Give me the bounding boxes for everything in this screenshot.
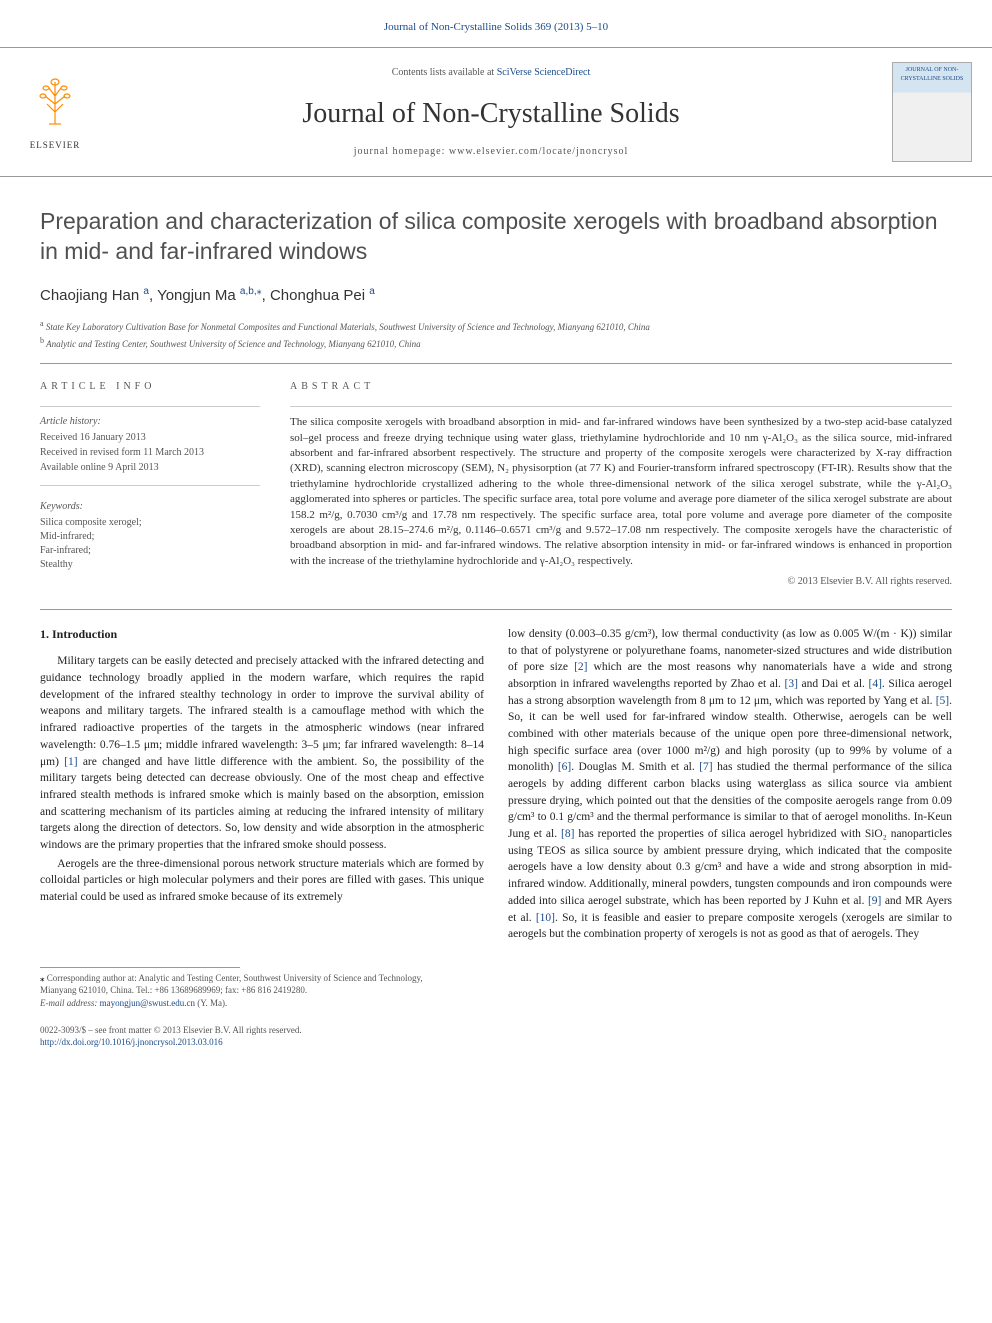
header-journal-ref: Journal of Non-Crystalline Solids 369 (2…	[0, 0, 992, 47]
aff-a-text: State Key Laboratory Cultivation Base fo…	[46, 322, 650, 332]
history-online: Available online 9 April 2013	[40, 461, 260, 475]
article-title: Preparation and characterization of sili…	[0, 177, 992, 277]
author-2[interactable]: Yongjun Ma	[157, 287, 236, 304]
journal-banner: ELSEVIER Contents lists available at Sci…	[0, 47, 992, 177]
corresponding-star-icon[interactable]: ⁎	[257, 286, 262, 297]
info-abstract-row: article info Article history: Received 1…	[0, 364, 992, 609]
journal-cover-thumbnail[interactable]: JOURNAL OF NON-CRYSTALLINE SOLIDS	[892, 62, 972, 162]
p3-c: and Dai et al.	[798, 678, 869, 690]
keyword-2: Mid-infrared;	[40, 530, 260, 544]
p1-a: Military targets can be easily detected …	[40, 655, 484, 767]
author-3-aff: a	[369, 286, 375, 297]
footnote-star-icon: ⁎	[40, 973, 47, 983]
affiliations: a State Key Laboratory Cultivation Base …	[0, 314, 992, 363]
ref-8[interactable]: [8]	[561, 828, 574, 840]
info-rule	[40, 406, 260, 407]
ref-3[interactable]: [3]	[785, 678, 798, 690]
contents-prefix: Contents lists available at	[392, 67, 497, 78]
corresponding-footnote: ⁎ Corresponding author at: Analytic and …	[0, 968, 480, 1010]
abstract-column: abstract The silica composite xerogels w…	[290, 380, 952, 589]
journal-homepage[interactable]: journal homepage: www.elsevier.com/locat…	[90, 145, 892, 159]
affiliation-a: a State Key Laboratory Cultivation Base …	[40, 318, 952, 335]
aff-b-text: Analytic and Testing Center, Southwest U…	[46, 339, 421, 349]
intro-p2: Aerogels are the three-dimensional porou…	[40, 856, 484, 906]
ref-9[interactable]: [9]	[868, 895, 881, 907]
body-col-left: 1. Introduction Military targets can be …	[40, 626, 484, 945]
body-columns: 1. Introduction Military targets can be …	[0, 610, 992, 955]
ref-1[interactable]: [1]	[64, 756, 77, 768]
abstract-rule	[290, 406, 952, 407]
article-info-column: article info Article history: Received 1…	[40, 380, 260, 589]
header-journal-ref-text[interactable]: Journal of Non-Crystalline Solids 369 (2…	[384, 21, 608, 33]
corresponding-email[interactable]: mayongjun@swust.edu.cn	[100, 998, 195, 1008]
ref-10[interactable]: [10]	[536, 912, 555, 924]
elsevier-tree-icon	[27, 74, 83, 137]
aff-b-sup: b	[40, 336, 44, 345]
banner-center: Contents lists available at SciVerse Sci…	[90, 66, 892, 159]
history-received: Received 16 January 2013	[40, 431, 260, 445]
abstract-copyright: © 2013 Elsevier B.V. All rights reserved…	[290, 575, 952, 589]
elsevier-text: ELSEVIER	[30, 139, 81, 152]
footnote-corr-text: Corresponding author at: Analytic and Te…	[40, 973, 423, 996]
affiliation-b: b Analytic and Testing Center, Southwest…	[40, 335, 952, 352]
p1-b: are changed and have little difference w…	[40, 756, 484, 851]
article-info-heading: article info	[40, 380, 260, 394]
history-label: Article history:	[40, 415, 260, 429]
keyword-3: Far-infrared;	[40, 544, 260, 558]
page-footer: 0022-3093/$ – see front matter © 2013 El…	[0, 1010, 992, 1069]
body-col-right: low density (0.003–0.35 g/cm³), low ther…	[508, 626, 952, 945]
contents-available: Contents lists available at SciVerse Sci…	[90, 66, 892, 80]
sciencedirect-link[interactable]: SciVerse ScienceDirect	[497, 67, 591, 78]
ref-6[interactable]: [6]	[558, 761, 571, 773]
footer-copyright: 0022-3093/$ – see front matter © 2013 El…	[40, 1024, 952, 1037]
history-revised: Received in revised form 11 March 2013	[40, 446, 260, 460]
aff-a-sup: a	[40, 319, 44, 328]
p3-j: . So, it is feasible and easier to prepa…	[508, 912, 952, 941]
email-name: (Y. Ma).	[195, 998, 227, 1008]
ref-2[interactable]: [2]	[574, 661, 587, 673]
abstract-text: The silica composite xerogels with broad…	[290, 415, 952, 569]
author-2-aff: a,b,	[240, 286, 257, 297]
ref-7[interactable]: [7]	[699, 761, 712, 773]
footer-doi[interactable]: http://dx.doi.org/10.1016/j.jnoncrysol.2…	[40, 1036, 952, 1049]
abstract-heading: abstract	[290, 380, 952, 394]
author-list: Chaojiang Han a, Yongjun Ma a,b,⁎, Chong…	[0, 277, 992, 314]
journal-name: Journal of Non-Crystalline Solids	[90, 94, 892, 133]
intro-p3: low density (0.003–0.35 g/cm³), low ther…	[508, 626, 952, 943]
keywords-label: Keywords:	[40, 500, 260, 514]
elsevier-logo[interactable]: ELSEVIER	[20, 72, 90, 152]
ref-5[interactable]: [5]	[936, 695, 949, 707]
keyword-4: Stealthy	[40, 558, 260, 572]
intro-p1: Military targets can be easily detected …	[40, 653, 484, 853]
keyword-1: Silica composite xerogel;	[40, 516, 260, 530]
author-1-aff: a	[143, 286, 149, 297]
ref-4[interactable]: [4]	[869, 678, 882, 690]
author-1[interactable]: Chaojiang Han	[40, 287, 139, 304]
author-3[interactable]: Chonghua Pei	[270, 287, 365, 304]
email-label: E-mail address:	[40, 998, 100, 1008]
intro-heading: 1. Introduction	[40, 626, 484, 643]
p3-f: . Douglas M. Smith et al.	[571, 761, 699, 773]
info-rule-2	[40, 485, 260, 486]
cover-text: JOURNAL OF NON-CRYSTALLINE SOLIDS	[896, 66, 968, 83]
